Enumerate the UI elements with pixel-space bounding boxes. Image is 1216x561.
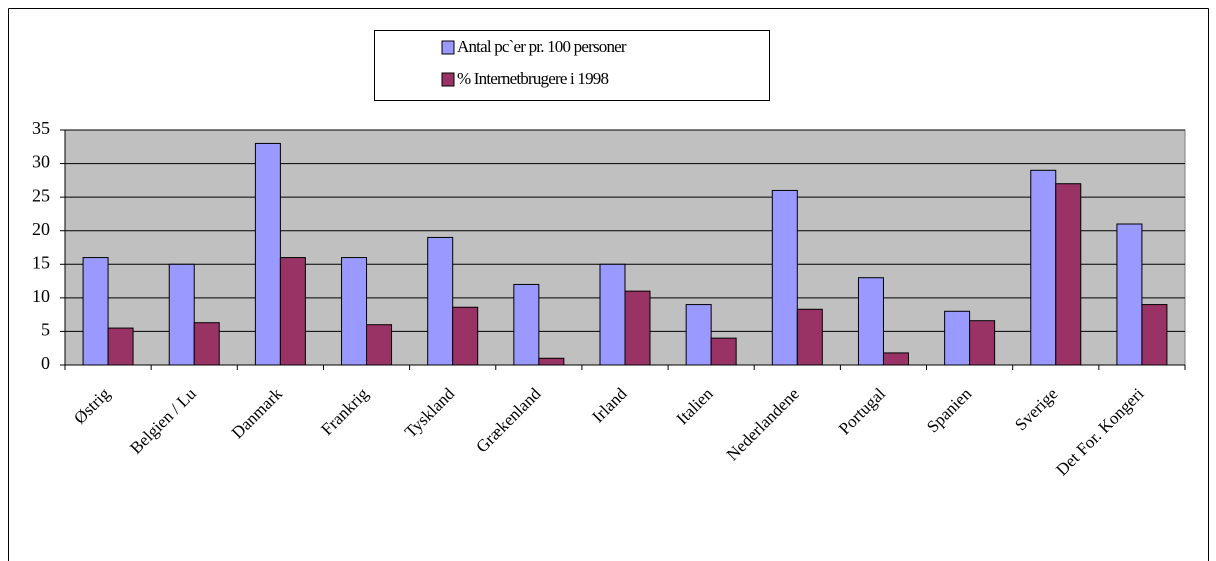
bar	[168, 263, 195, 366]
bar	[341, 257, 368, 366]
bar	[969, 320, 996, 366]
x-tick-label: Nederlandene	[723, 384, 803, 464]
bar	[82, 257, 109, 366]
bar	[452, 306, 479, 366]
bar	[1141, 304, 1168, 366]
bar	[882, 352, 909, 366]
bar	[366, 324, 393, 366]
x-tick-label: Spanien	[923, 384, 976, 437]
bar	[1055, 183, 1082, 366]
y-tick-label: 35	[32, 118, 50, 138]
bar	[771, 189, 798, 366]
bar	[107, 327, 134, 366]
bar	[279, 257, 306, 366]
bar	[599, 263, 626, 366]
x-tick-label: Østrig	[70, 384, 114, 428]
bar	[710, 337, 737, 366]
x-tick-label: Sverige	[1011, 384, 1061, 434]
bar	[944, 310, 971, 366]
y-tick-label: 10	[32, 286, 50, 306]
legend	[374, 30, 770, 101]
x-tick-label: Grækenland	[472, 384, 545, 457]
x-tick-label: Danmark	[228, 384, 287, 443]
x-tick-label: Belgien / Lu	[126, 384, 200, 458]
x-tick-label: Italien	[673, 384, 717, 428]
bar	[193, 322, 220, 366]
bar	[254, 142, 281, 366]
bar	[513, 283, 540, 366]
bar	[857, 277, 884, 366]
legend-label: % Internetbrugere i 1998	[457, 69, 609, 88]
y-tick-label: 0	[41, 353, 50, 373]
legend-label: Antal pc`er pr. 100 personer	[457, 37, 627, 56]
y-tick-label: 30	[32, 152, 50, 172]
bar	[796, 308, 823, 366]
y-tick-label: 20	[32, 219, 50, 239]
bar	[427, 236, 454, 366]
x-tick-label: Det For. Kongeri	[1052, 384, 1147, 479]
y-tick-label: 5	[41, 320, 50, 340]
bar	[624, 290, 651, 366]
bar	[685, 304, 712, 366]
bar	[1116, 223, 1143, 366]
x-tick-label: Frankrig	[317, 384, 372, 439]
x-tick-label: Tyskland	[401, 384, 459, 442]
x-tick-label: Portugal	[835, 384, 889, 438]
legend-swatch	[441, 40, 455, 55]
legend-swatch	[441, 72, 455, 87]
bar	[538, 357, 565, 366]
bar	[1030, 169, 1057, 366]
x-tick-label: Irland	[588, 384, 630, 426]
y-tick-label: 25	[32, 185, 50, 205]
y-tick-label: 15	[32, 252, 50, 272]
